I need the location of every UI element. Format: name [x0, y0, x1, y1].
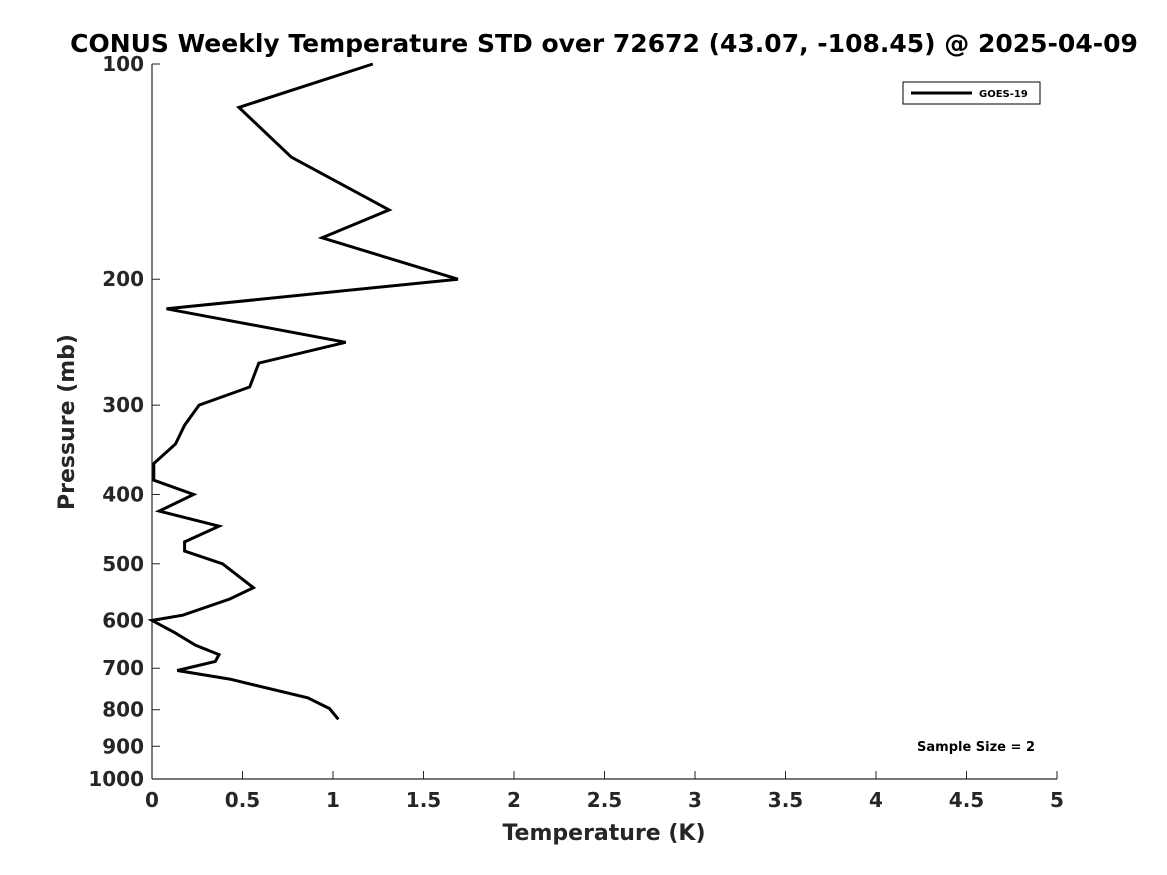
y-tick-label: 1000 — [88, 767, 144, 791]
x-tick-label: 3 — [688, 788, 702, 812]
x-tick-label: 4 — [869, 788, 883, 812]
legend-label-goes-19: GOES-19 — [979, 89, 1028, 100]
x-tick-label: 0.5 — [225, 788, 260, 812]
sample-size-annotation: Sample Size = 2 — [917, 740, 1035, 755]
y-tick-label: 700 — [102, 656, 144, 680]
series-layer — [147, 62, 459, 721]
y-tick-label: 200 — [102, 267, 144, 291]
x-tick-label: 3.5 — [768, 788, 803, 812]
x-tick-label: 1.5 — [406, 788, 441, 812]
y-axis-label: Pressure (mb) — [55, 334, 80, 510]
y-tick-label: 600 — [102, 608, 144, 632]
y-tick-label: 900 — [102, 734, 144, 758]
legend: GOES-19 — [902, 81, 1041, 105]
y-tick-label: 800 — [102, 698, 144, 722]
x-axis-ticks: 0 0.5 1 1.5 2 2.5 3 3.5 4 4.5 5 — [145, 771, 1064, 812]
y-tick-label: 300 — [102, 393, 144, 417]
y-axis-ticks: 100 200 300 400 500 600 700 800 900 1000 — [88, 52, 160, 791]
series-line-goes-19 — [147, 62, 459, 721]
y-tick-label: 500 — [102, 552, 144, 576]
x-tick-label: 4.5 — [949, 788, 984, 812]
x-tick-label: 2 — [507, 788, 521, 812]
chart-title: CONUS Weekly Temperature STD over 72672 … — [70, 29, 1138, 58]
x-tick-label: 1 — [326, 788, 340, 812]
y-tick-label: 400 — [102, 482, 144, 506]
y-tick-label: 100 — [102, 52, 144, 76]
x-tick-label: 5 — [1050, 788, 1064, 812]
plot-area: 0 0.5 1 1.5 2 2.5 3 3.5 4 4.5 5 100 200 300 400 500 600… — [88, 52, 1064, 812]
x-axis-label: Temperature (K) — [502, 821, 705, 846]
x-tick-label: 0 — [145, 788, 159, 812]
x-tick-label: 2.5 — [587, 788, 622, 812]
